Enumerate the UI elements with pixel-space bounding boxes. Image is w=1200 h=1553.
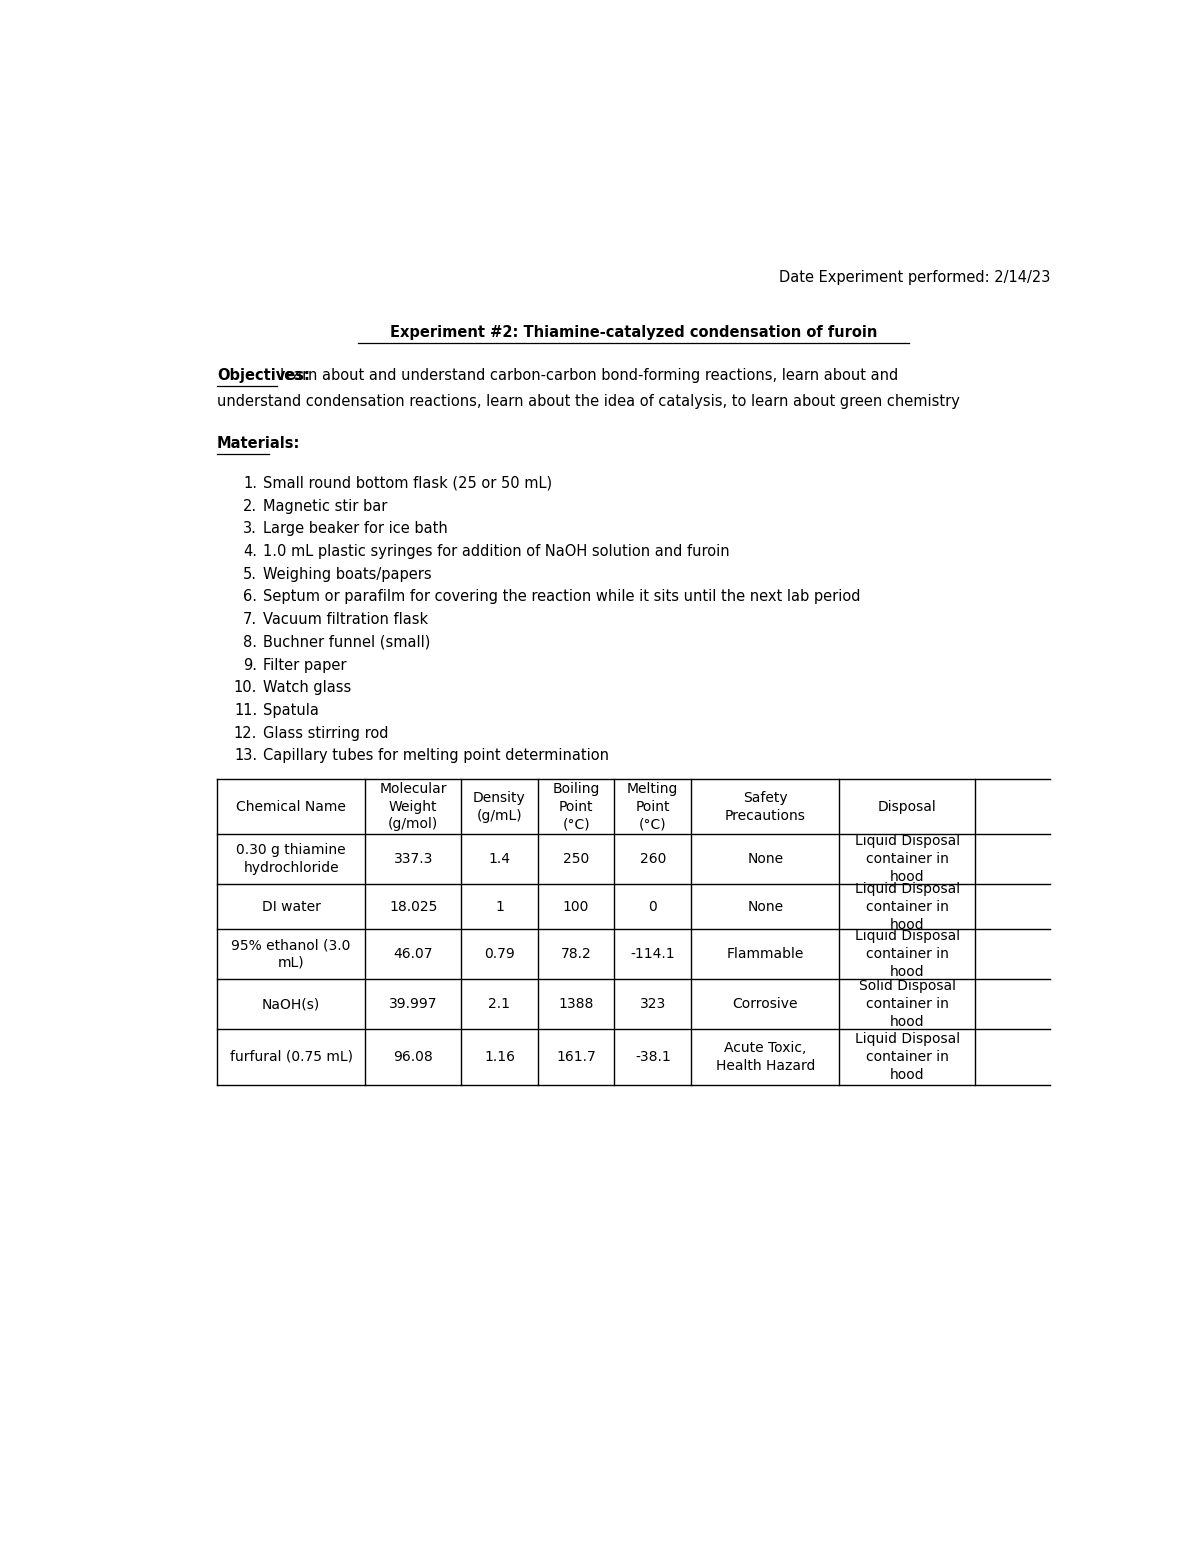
Text: Objectives:: Objectives: xyxy=(217,368,310,384)
Text: 1.4: 1.4 xyxy=(488,853,510,867)
Text: 11.: 11. xyxy=(234,704,257,717)
Text: Liquid Disposal
container in
hood: Liquid Disposal container in hood xyxy=(854,834,960,884)
Text: Septum or parafilm for covering the reaction while it sits until the next lab pe: Septum or parafilm for covering the reac… xyxy=(264,590,860,604)
Text: 78.2: 78.2 xyxy=(560,947,592,961)
Text: Solid Disposal
container in
hood: Solid Disposal container in hood xyxy=(859,980,956,1030)
Text: Experiment #2: Thiamine-catalyzed condensation of furoin: Experiment #2: Thiamine-catalyzed conden… xyxy=(390,325,877,340)
Text: Glass stirring rod: Glass stirring rod xyxy=(264,725,389,741)
Text: Weighing boats/papers: Weighing boats/papers xyxy=(264,567,432,582)
Text: 1.16: 1.16 xyxy=(484,1050,515,1064)
Text: 161.7: 161.7 xyxy=(557,1050,596,1064)
Text: 323: 323 xyxy=(640,997,666,1011)
Text: Chemical Name: Chemical Name xyxy=(236,800,346,814)
Text: 250: 250 xyxy=(563,853,589,867)
Text: learn about and understand carbon-carbon bond-forming reactions, learn about and: learn about and understand carbon-carbon… xyxy=(280,368,898,384)
Text: Watch glass: Watch glass xyxy=(264,680,352,696)
Text: 2.: 2. xyxy=(244,499,257,514)
Text: 12.: 12. xyxy=(234,725,257,741)
Text: 5.: 5. xyxy=(244,567,257,582)
Text: Filter paper: Filter paper xyxy=(264,657,347,672)
Text: Molecular
Weight
(g/mol): Molecular Weight (g/mol) xyxy=(379,781,446,831)
Text: Density
(g/mL): Density (g/mL) xyxy=(473,790,526,823)
Text: 0: 0 xyxy=(648,899,658,913)
Text: 0.30 g thiamine
hydrochloride: 0.30 g thiamine hydrochloride xyxy=(236,843,346,876)
Text: understand condensation reactions, learn about the idea of catalysis, to learn a: understand condensation reactions, learn… xyxy=(217,394,960,410)
Text: Acute Toxic,
Health Hazard: Acute Toxic, Health Hazard xyxy=(715,1041,815,1073)
Text: 46.07: 46.07 xyxy=(394,947,433,961)
Text: Disposal: Disposal xyxy=(878,800,937,814)
Text: Small round bottom flask (25 or 50 mL): Small round bottom flask (25 or 50 mL) xyxy=(264,475,552,491)
Text: 9.: 9. xyxy=(244,657,257,672)
Text: Vacuum filtration flask: Vacuum filtration flask xyxy=(264,612,428,627)
Text: 96.08: 96.08 xyxy=(394,1050,433,1064)
Text: None: None xyxy=(748,899,784,913)
Text: 1388: 1388 xyxy=(558,997,594,1011)
Text: 1: 1 xyxy=(496,899,504,913)
Text: NaOH(s): NaOH(s) xyxy=(262,997,320,1011)
Text: None: None xyxy=(748,853,784,867)
Text: Flammable: Flammable xyxy=(726,947,804,961)
Text: 3.: 3. xyxy=(244,522,257,536)
Text: 39.997: 39.997 xyxy=(389,997,438,1011)
Text: 337.3: 337.3 xyxy=(394,853,433,867)
Text: Liquid Disposal
container in
hood: Liquid Disposal container in hood xyxy=(854,882,960,932)
Text: Materials:: Materials: xyxy=(217,436,300,450)
Text: DI water: DI water xyxy=(262,899,320,913)
Text: -38.1: -38.1 xyxy=(635,1050,671,1064)
Text: 1.: 1. xyxy=(244,475,257,491)
Text: 4.: 4. xyxy=(244,544,257,559)
Text: 10.: 10. xyxy=(234,680,257,696)
Text: Melting
Point
(°C): Melting Point (°C) xyxy=(628,781,678,831)
Text: Safety
Precautions: Safety Precautions xyxy=(725,790,805,823)
Text: Date Experiment performed: 2/14/23: Date Experiment performed: 2/14/23 xyxy=(779,270,1050,284)
Text: 0.79: 0.79 xyxy=(484,947,515,961)
Text: 6.: 6. xyxy=(244,590,257,604)
Text: Large beaker for ice bath: Large beaker for ice bath xyxy=(264,522,449,536)
Text: Corrosive: Corrosive xyxy=(732,997,798,1011)
Text: Boiling
Point
(°C): Boiling Point (°C) xyxy=(552,781,600,831)
Text: 95% ethanol (3.0
mL): 95% ethanol (3.0 mL) xyxy=(232,938,350,971)
Text: Liquid Disposal
container in
hood: Liquid Disposal container in hood xyxy=(854,929,960,978)
Text: Magnetic stir bar: Magnetic stir bar xyxy=(264,499,388,514)
Text: 100: 100 xyxy=(563,899,589,913)
Text: 2.1: 2.1 xyxy=(488,997,510,1011)
Text: 8.: 8. xyxy=(244,635,257,649)
Text: Spatula: Spatula xyxy=(264,704,319,717)
Text: 260: 260 xyxy=(640,853,666,867)
Text: Capillary tubes for melting point determination: Capillary tubes for melting point determ… xyxy=(264,749,610,764)
Text: 7.: 7. xyxy=(244,612,257,627)
Text: 1.0 mL plastic syringes for addition of NaOH solution and furoin: 1.0 mL plastic syringes for addition of … xyxy=(264,544,730,559)
Text: Buchner funnel (small): Buchner funnel (small) xyxy=(264,635,431,649)
Text: 13.: 13. xyxy=(234,749,257,764)
Text: furfural (0.75 mL): furfural (0.75 mL) xyxy=(229,1050,353,1064)
Text: 18.025: 18.025 xyxy=(389,899,437,913)
Text: Liquid Disposal
container in
hood: Liquid Disposal container in hood xyxy=(854,1033,960,1082)
Text: -114.1: -114.1 xyxy=(630,947,676,961)
